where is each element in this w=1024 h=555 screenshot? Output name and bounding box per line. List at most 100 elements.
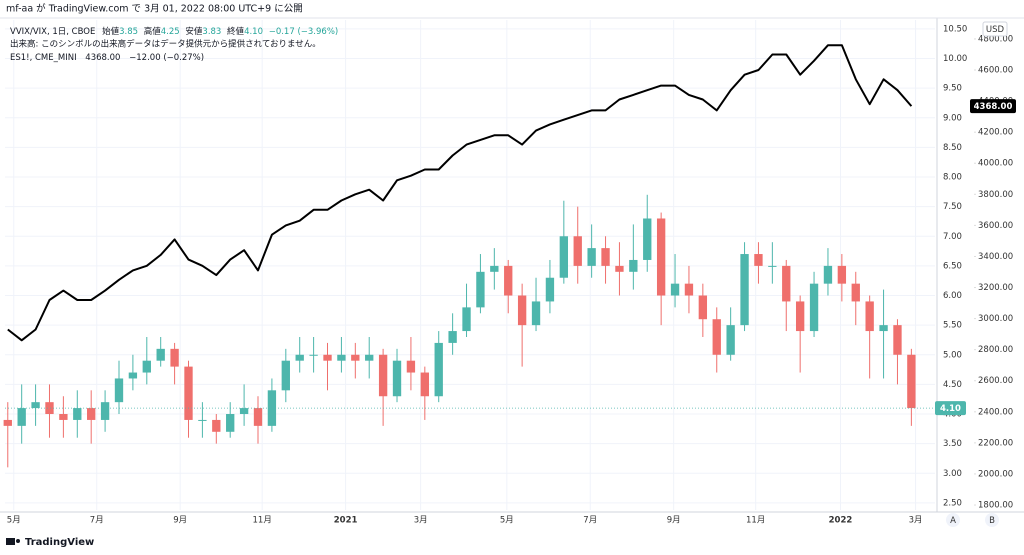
x-tick-label: 2022 xyxy=(829,516,853,526)
candle-body xyxy=(100,402,110,420)
candle-body xyxy=(768,265,777,267)
candle-body xyxy=(907,354,916,409)
candle-body xyxy=(31,402,40,409)
candle-body xyxy=(879,325,888,332)
y2-tick-label: 4000.00 xyxy=(978,159,1013,169)
candle-body xyxy=(114,378,124,403)
y2-tick-label: 2800.00 xyxy=(978,345,1013,355)
y2-tick-label: 3400.00 xyxy=(978,252,1013,262)
legend-label: 終値 xyxy=(227,26,245,37)
legend-value: 3.83 xyxy=(202,27,221,37)
legend-change: −0.17 (−3.96%) xyxy=(269,27,339,37)
y-tick-label: 7.50 xyxy=(943,202,962,212)
y-tick-label: 5.50 xyxy=(943,321,962,331)
legend-change: −12.00 (−0.27%) xyxy=(129,53,204,63)
y2-tick-label: 3000.00 xyxy=(978,314,1013,324)
candle-body xyxy=(295,354,304,361)
candle-body xyxy=(267,390,277,426)
candle-body xyxy=(559,236,569,278)
plot-area xyxy=(3,44,935,468)
candle-body xyxy=(865,301,874,332)
legend-label: 高値 xyxy=(144,26,162,37)
candle-body xyxy=(670,283,680,296)
candle-body xyxy=(392,360,402,397)
candle-body xyxy=(73,408,82,420)
candle-body xyxy=(573,236,582,266)
y2-tick-label: 1800.00 xyxy=(978,501,1013,511)
candle-body xyxy=(281,360,290,391)
legend-symbol: ES1!, CME_MINI xyxy=(10,53,77,63)
legend-label: 安値 xyxy=(185,26,203,37)
x-tick-label: 5月 xyxy=(500,516,514,526)
y2-tick-label: 4800.00 xyxy=(978,34,1013,44)
legend-value: 4.10 xyxy=(244,27,263,37)
brand-logo xyxy=(6,538,15,545)
y2-tick-label: 4600.00 xyxy=(978,66,1013,76)
legend-label: 始値 xyxy=(102,26,120,37)
candle-body xyxy=(795,301,805,332)
y-tick-label: 8.50 xyxy=(943,143,962,153)
candle-body xyxy=(156,348,165,361)
candle-body xyxy=(643,218,652,260)
candle-body xyxy=(17,408,26,426)
candle-body xyxy=(420,372,429,397)
legend-value: 3.85 xyxy=(119,27,138,37)
last-price-label: 4368.00 xyxy=(974,102,1013,112)
candle-body xyxy=(462,307,471,332)
button[interactable] xyxy=(985,513,999,527)
button[interactable] xyxy=(946,513,960,527)
x-tick-label: 9月 xyxy=(667,516,681,526)
y-tick-label: 8.00 xyxy=(943,173,962,183)
y2-tick-label: 3200.00 xyxy=(978,283,1013,293)
candle-body xyxy=(226,414,235,432)
candle-body xyxy=(531,301,541,326)
candle-body xyxy=(253,408,263,426)
y-tick-label: 5.00 xyxy=(943,350,962,360)
legend-symbol: VVIX/VIX, 1日, CBOE xyxy=(10,27,95,37)
y2-tick-label: 2000.00 xyxy=(978,469,1013,479)
x-tick-label: 7月 xyxy=(90,516,104,526)
candle-body xyxy=(309,354,318,356)
candle-body xyxy=(893,325,902,355)
candle-body xyxy=(615,265,624,272)
candle-body xyxy=(545,277,555,302)
candle-body xyxy=(142,360,151,373)
last-price-box xyxy=(970,99,1016,114)
candle-body xyxy=(448,331,457,343)
footer-brand: TradingView xyxy=(6,537,94,548)
button-label[interactable]: A xyxy=(950,516,956,526)
y-tick-label: 6.50 xyxy=(943,261,962,271)
candle-body xyxy=(504,265,513,296)
candle-body xyxy=(406,360,416,373)
candle-body xyxy=(323,354,332,361)
candle-body xyxy=(128,372,138,379)
candle-body xyxy=(823,265,833,284)
x-tick-label: 9月 xyxy=(173,516,187,526)
candle-body xyxy=(712,319,721,355)
candle-body xyxy=(212,419,221,432)
candle-body xyxy=(476,271,485,308)
y2-tick-label: 3600.00 xyxy=(978,221,1013,231)
last-price-box xyxy=(935,401,966,416)
y-tick-label: 10.50 xyxy=(943,24,967,34)
candle-body xyxy=(365,354,374,361)
candle-body xyxy=(45,402,54,415)
button-label[interactable]: B xyxy=(989,516,995,526)
candle-body xyxy=(490,265,499,272)
candle-body xyxy=(434,342,443,397)
candle-body xyxy=(351,354,360,361)
y2-tick-label: 2600.00 xyxy=(978,376,1013,386)
last-price-label: 4.10 xyxy=(940,404,961,414)
y-tick-label: 9.50 xyxy=(943,84,962,94)
candle-body xyxy=(740,254,749,326)
y2-tick-label: 4200.00 xyxy=(978,128,1013,138)
unit-label[interactable]: USD xyxy=(986,25,1005,35)
unit-box[interactable] xyxy=(982,21,1008,37)
publisher: mf-aa が TradingView.com で 3月 01, 2022 08… xyxy=(6,3,303,15)
candle-body xyxy=(184,366,193,420)
candle-body xyxy=(782,265,791,302)
candle-body xyxy=(59,414,68,420)
grid xyxy=(5,20,935,510)
candle-body xyxy=(239,408,249,415)
